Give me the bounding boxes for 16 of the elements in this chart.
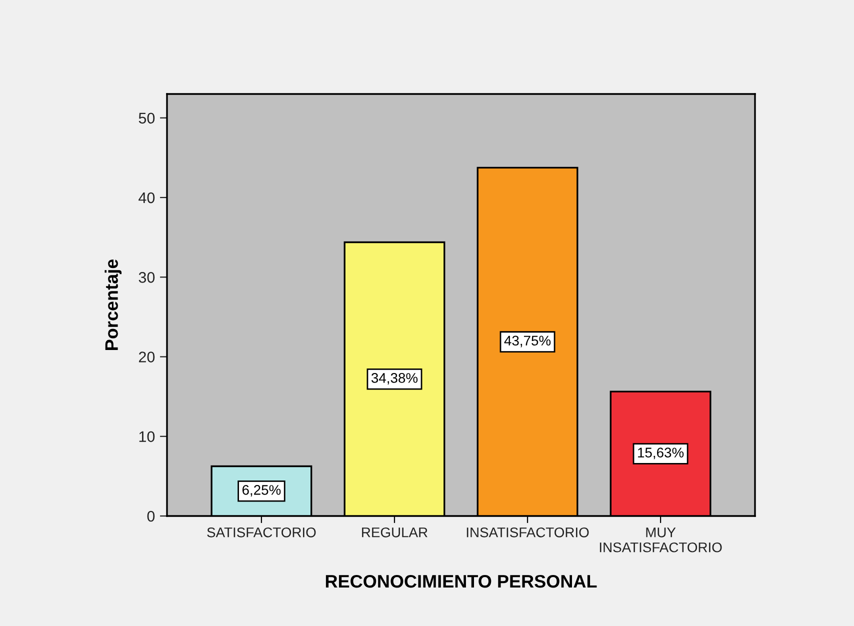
data-label: 15,63% (638, 448, 684, 460)
y-tick-label: 0 (147, 510, 155, 522)
y-tick-label: 10 (139, 431, 155, 442)
x-tick-label: MUY INSATISFACTORIO (600, 528, 722, 552)
x-tick-label: SATISFACTORIO (207, 527, 316, 538)
data-label: 34,38% (371, 373, 418, 384)
y-axis-title: Porcentaje (104, 259, 122, 350)
data-label: 6,25% (242, 485, 281, 496)
y-tick-label: 50 (138, 112, 155, 124)
x-axis-title: RECONOCIMIENTO PERSONAL (326, 574, 597, 588)
y-tick-label: 40 (138, 192, 155, 204)
y-tick-label: 20 (138, 352, 155, 362)
x-tick-label: INSATISFACTORIO (466, 527, 589, 538)
x-tick-label: REGULAR (362, 527, 428, 538)
y-tick-label: 30 (138, 272, 155, 283)
data-label: 43,75% (504, 336, 551, 348)
